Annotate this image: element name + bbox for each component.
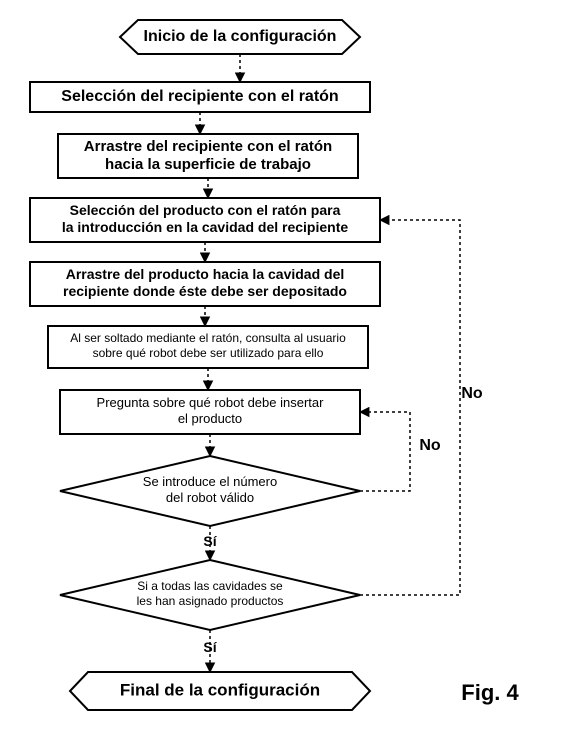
no-edge-1 [360,220,460,595]
node-text-n3-0: Selección del producto con el ratón para [70,202,341,218]
node-text-start-0: Inicio de la configuración [144,28,337,45]
node-text-n2-1: hacia la superficie de trabajo [105,156,311,173]
node-text-n4-1: recipiente donde éste debe ser depositad… [63,283,347,299]
node-text-end-0: Final de la configuración [120,680,320,699]
no-label-1: No [461,385,483,402]
node-text-d2-1: les han asignado productos [137,594,284,608]
node-text-n3-1: la introducción en la cavidad del recipi… [62,219,349,235]
node-text-n1-0: Selección del recipiente con el ratón [61,88,338,105]
no-edge-0 [360,412,410,491]
node-text-d1-0: Se introduce el número [143,474,277,489]
yes-label-0: Sí [203,533,217,549]
node-text-n5-1: sobre qué robot debe ser utilizado para … [93,346,324,360]
figure-label: Fig. 4 [461,680,519,705]
node-text-n6-0: Pregunta sobre qué robot debe insertar [97,395,325,410]
node-text-d2-0: Si a todas las cavidades se [137,579,283,593]
node-text-n6-1: el producto [178,411,242,426]
node-text-n4-0: Arrastre del producto hacia la cavidad d… [66,266,345,282]
yes-label-1: Sí [203,639,217,655]
node-text-n5-0: Al ser soltado mediante el ratón, consul… [70,331,346,345]
no-label-0: No [419,437,441,454]
node-text-d1-1: del robot válido [166,490,254,505]
node-text-n2-0: Arrastre del recipiente con el ratón [84,138,332,155]
